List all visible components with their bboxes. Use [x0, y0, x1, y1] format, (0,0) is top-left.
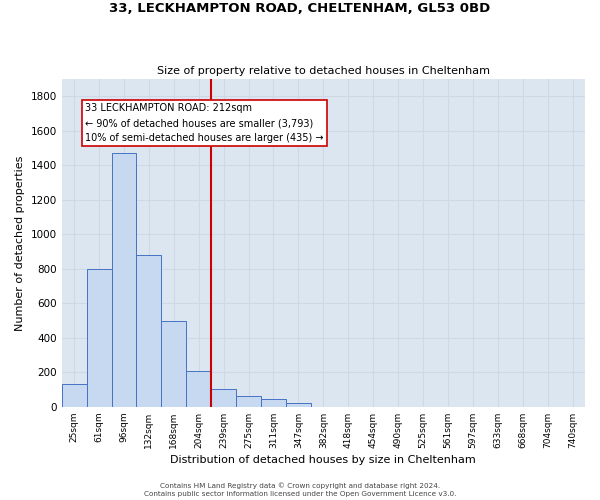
Bar	[86, 269, 112, 407]
Bar	[236, 396, 261, 407]
Text: Contains HM Land Registry data © Crown copyright and database right 2024.: Contains HM Land Registry data © Crown c…	[160, 482, 440, 489]
Bar	[286, 402, 311, 407]
Text: 33 LECKHAMPTON ROAD: 212sqm
← 90% of detached houses are smaller (3,793)
10% of : 33 LECKHAMPTON ROAD: 212sqm ← 90% of det…	[85, 103, 324, 143]
Title: Size of property relative to detached houses in Cheltenham: Size of property relative to detached ho…	[157, 66, 490, 76]
Text: Contains public sector information licensed under the Open Government Licence v3: Contains public sector information licen…	[144, 491, 456, 497]
Text: 33, LECKHAMPTON ROAD, CHELTENHAM, GL53 0BD: 33, LECKHAMPTON ROAD, CHELTENHAM, GL53 0…	[109, 2, 491, 16]
Bar	[161, 322, 186, 407]
Bar	[112, 153, 136, 407]
Y-axis label: Number of detached properties: Number of detached properties	[15, 155, 25, 330]
Bar	[136, 255, 161, 407]
X-axis label: Distribution of detached houses by size in Cheltenham: Distribution of detached houses by size …	[170, 455, 476, 465]
Bar	[186, 370, 211, 407]
Bar	[211, 388, 236, 407]
Bar	[62, 384, 86, 407]
Bar	[261, 399, 286, 407]
